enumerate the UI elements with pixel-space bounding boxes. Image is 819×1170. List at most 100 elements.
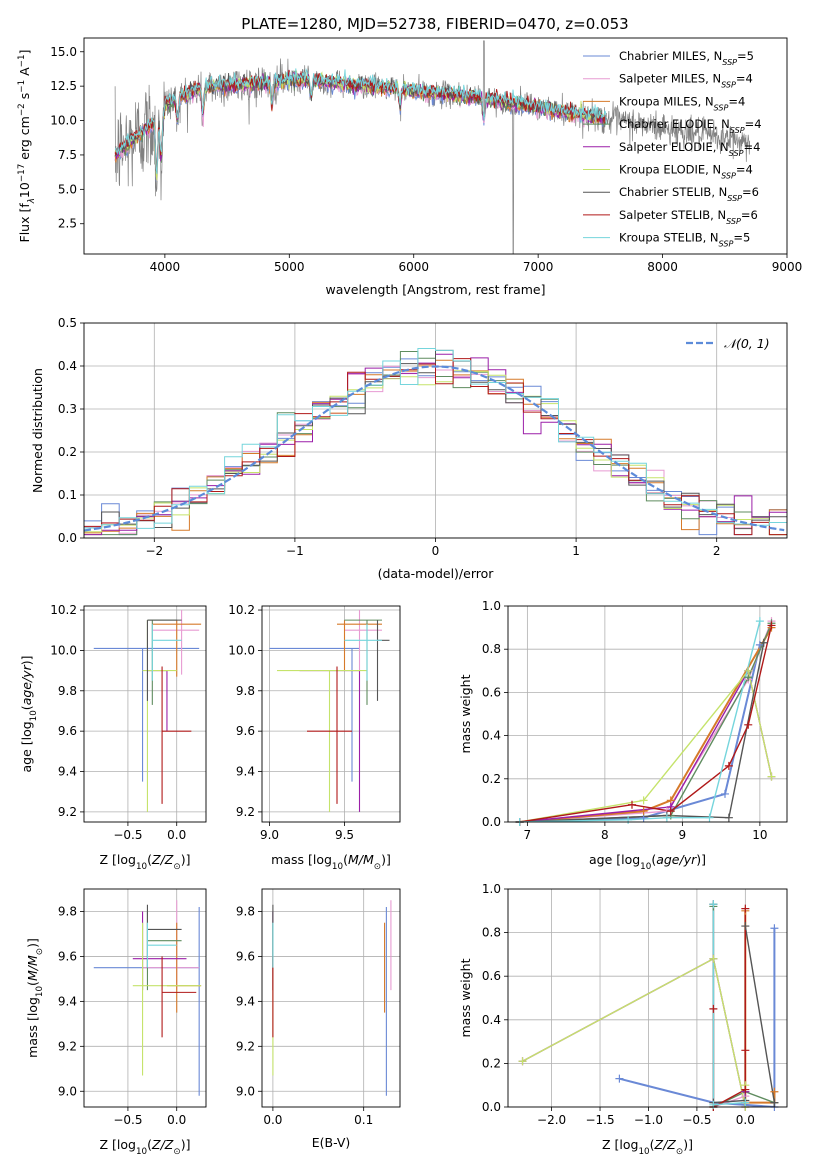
mw_vs_age-point-marker bbox=[759, 638, 768, 647]
spectrum-ylabel: Flux [fλ10−17 erg cm−2 s−1 A−1] bbox=[17, 50, 37, 243]
mass-vs-ebv-xlabel: E(B-V) bbox=[312, 1135, 351, 1150]
mw_vs_Z-point-marker bbox=[518, 1057, 527, 1066]
spectrum-model-line bbox=[114, 69, 607, 170]
mw_vs_Z-ytick-label: 1.0 bbox=[482, 882, 501, 896]
panel-mass_vs_Z: −0.5 0.0 9.0 9.2 9.4 9.6 9.8 Z [log10(Z/Z⊙)] mas… bbox=[25, 888, 207, 1157]
normed-frame bbox=[83, 322, 788, 539]
panel-age_vs_mass: 9.0 9.5 9.2 9.4 9.6 9.8 10.0 10.2 mass [log10(M/… bbox=[228, 603, 401, 872]
mass_vs_Z-xtick-label: 0.0 bbox=[167, 1113, 186, 1127]
mw_vs_Z-series-line bbox=[712, 904, 746, 1107]
mw_vs_Z-plot-area bbox=[508, 889, 787, 1107]
spectrum-ytick-label: 5.0 bbox=[58, 182, 77, 196]
mw_vs_Z-point-marker bbox=[741, 1085, 750, 1094]
mw_vs_Z-ylabel: mass weight bbox=[458, 958, 473, 1037]
mw_vs_Z-point-marker bbox=[770, 924, 779, 933]
normed-ytick-label: 0.4 bbox=[58, 359, 77, 373]
mass-vs-Z-xlabel: Z [log10(Z/Z⊙)] bbox=[100, 1137, 191, 1157]
mw_vs_age-ylabel: mass weight bbox=[458, 674, 473, 753]
mw_vs_age-point-marker bbox=[744, 666, 753, 675]
normed-xtick-label: −2 bbox=[145, 544, 163, 558]
age_vs_Z-xtick-label: −0.5 bbox=[113, 828, 142, 842]
mw_vs_age-ytick-label: 0.4 bbox=[482, 729, 501, 743]
legend-entry: Chabrier STELIB, NSSP=6 bbox=[619, 185, 759, 203]
mw_vs_Z-ytick-label: 0.0 bbox=[482, 1100, 501, 1114]
mw_vs_age-point-marker bbox=[721, 789, 729, 798]
mw_vs_Z-point-marker bbox=[741, 1098, 750, 1107]
legend-entry: Salpeter STELIB, NSSP=6 bbox=[619, 208, 758, 226]
legend-entry: Salpeter MILES, NSSP=4 bbox=[619, 72, 753, 90]
spectrum-xtick-label: 8000 bbox=[647, 260, 678, 274]
mw_vs_age-ytick-label: 0.2 bbox=[482, 772, 501, 786]
mass_vs_ebv-ytick-label: 9.4 bbox=[236, 994, 255, 1008]
spectrum-xtick-label: 9000 bbox=[772, 260, 803, 274]
age_vs_mass-ytick-label: 10.0 bbox=[228, 643, 255, 657]
panel-spectrum: 4000 5000 6000 7000 8000 9000 2.5 5.0 7.5 10.0 12.… bbox=[17, 37, 803, 297]
mass_vs_Z-ytick-label: 9.0 bbox=[58, 1084, 77, 1098]
normed-ylabel: Normed distribution bbox=[30, 368, 45, 493]
mw_vs_age-series-line bbox=[519, 642, 765, 822]
mw_vs_Z-point-marker bbox=[741, 922, 750, 931]
figure-title: PLATE=1280, MJD=52738, FIBERID=0470, z=0… bbox=[241, 15, 628, 33]
mass_vs_ebv-xtick-label: 0.1 bbox=[354, 1113, 373, 1127]
legend-entry: Kroupa STELIB, NSSP=5 bbox=[619, 231, 750, 249]
mw_vs_Z-xtick-label: 0.0 bbox=[736, 1113, 755, 1127]
spectrum-xtick-label: 4000 bbox=[150, 260, 181, 274]
age_vs_Z-xtick-label: 0.0 bbox=[167, 828, 186, 842]
spectrum-ytick-label: 12.5 bbox=[50, 79, 77, 93]
mw_vs_Z-series-line bbox=[712, 904, 746, 1106]
mw_vs_age-point-marker bbox=[767, 621, 776, 630]
mw_vs_age-series-line bbox=[519, 644, 761, 822]
mw_vs_Z-point-marker bbox=[709, 900, 718, 909]
age_vs_Z-ytick-label: 9.2 bbox=[58, 805, 77, 819]
age_vs_mass-xtick-label: 9.5 bbox=[335, 828, 354, 842]
mw_vs_Z-series-line bbox=[522, 957, 746, 1107]
spectrum-xlabel: wavelength [Angstrom, rest frame] bbox=[325, 282, 545, 297]
spectrum-ytick-label: 7.5 bbox=[58, 148, 77, 162]
mass_vs_Z-plot-area bbox=[84, 889, 206, 1107]
mw_vs_Z-point-marker bbox=[741, 904, 750, 913]
mw_vs_age-point-marker bbox=[767, 772, 776, 781]
mw_vs_Z-point-marker bbox=[709, 954, 718, 963]
mw_vs_age-ytick-label: 0.0 bbox=[482, 815, 501, 829]
mass_vs_ebv-xtick-label: 0.0 bbox=[263, 1113, 282, 1127]
normed-ytick-label: 0.2 bbox=[58, 445, 77, 459]
mw_vs_age-ytick-label: 1.0 bbox=[482, 599, 501, 613]
legend-entry: Kroupa ELODIE, NSSP=4 bbox=[619, 163, 753, 181]
age_vs_Z-plot-area bbox=[84, 606, 206, 822]
legend-entry: Salpeter ELODIE, NSSP=4 bbox=[619, 140, 760, 158]
age-vs-Z-xlabel: Z [log10(Z/Z⊙)] bbox=[100, 852, 191, 872]
panel-mw_vs_Z: −2.0 −1.5 −1.0 −0.5 0.0 0.0 0.2 0.4 0.6 0.8 1.0 Z [… bbox=[458, 882, 788, 1157]
mw_vs_age-ytick-label: 0.6 bbox=[482, 685, 501, 699]
mass-vs-Z-ylabel: mass [log10(M/M⊙)] bbox=[25, 938, 45, 1058]
mw_vs_Z-ytick-label: 0.6 bbox=[482, 969, 501, 983]
mass_vs_ebv-plot-area bbox=[262, 889, 400, 1107]
mw_vs_Z-ytick-label: 0.4 bbox=[482, 1013, 501, 1027]
mass_vs_ebv-frame bbox=[261, 888, 401, 1108]
age_vs_mass-ytick-label: 9.6 bbox=[236, 724, 255, 738]
normed-xlabel: (data-model)/error bbox=[378, 566, 495, 581]
panel-mass_vs_ebv: 0.0 0.1 9.0 9.2 9.4 9.6 9.8 E(B-V) bbox=[236, 888, 401, 1150]
normed-xtick-label: 0 bbox=[432, 544, 440, 558]
mw_vs_age-point-marker bbox=[624, 815, 633, 824]
mw_vs_age-point-marker bbox=[744, 720, 753, 729]
mw_vs_age-point-marker bbox=[639, 807, 648, 816]
legend-entry: Chabrier ELODIE, NSSP=4 bbox=[619, 117, 762, 135]
panel-mw_vs_age: 7 8 9 10 0.0 0.2 0.4 0.6 0.8 1.0 age [log10(age/yr… bbox=[458, 599, 788, 872]
normed-plot-area bbox=[84, 323, 787, 538]
mw_vs_age-point-marker bbox=[628, 800, 636, 809]
mw_vs_age-point-marker bbox=[705, 813, 714, 822]
mw_vs_Z-point-marker bbox=[741, 1046, 750, 1055]
mw_vs_age-series-line bbox=[519, 627, 773, 822]
age-vs-Z-ylabel: age [log10(age/yr)] bbox=[19, 655, 39, 772]
mw_vs_Z-point-marker bbox=[770, 1098, 779, 1107]
mass_vs_Z-ytick-label: 9.8 bbox=[58, 904, 77, 918]
normed-ytick-label: 0.5 bbox=[58, 316, 77, 330]
legend-entry: Kroupa MILES, NSSP=4 bbox=[619, 94, 745, 112]
age_vs_Z-frame bbox=[83, 605, 207, 823]
normed-ytick-label: 0.1 bbox=[58, 488, 77, 502]
mass_vs_Z-xtick-label: −0.5 bbox=[113, 1113, 142, 1127]
mw_vs_Z-xtick-label: −2.0 bbox=[537, 1113, 566, 1127]
spectrum-xtick-label: 6000 bbox=[398, 260, 429, 274]
mw_vs_Z-series-line bbox=[522, 957, 746, 1107]
